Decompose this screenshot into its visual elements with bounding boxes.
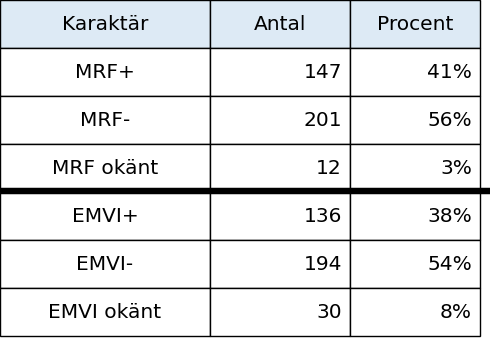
Text: EMVI+: EMVI+: [72, 206, 138, 226]
Text: 194: 194: [303, 254, 342, 274]
Text: 12: 12: [316, 159, 342, 177]
Bar: [0, 48, 210, 96]
Bar: [350, 96, 480, 144]
Bar: [210, 288, 350, 336]
Bar: [0, 0, 210, 48]
Text: 54%: 54%: [427, 254, 472, 274]
Text: 147: 147: [303, 63, 342, 81]
Bar: [0, 144, 210, 192]
Text: 38%: 38%: [427, 206, 472, 226]
Bar: [210, 0, 350, 48]
Text: Karaktär: Karaktär: [62, 14, 148, 34]
Bar: [350, 144, 480, 192]
Text: EMVI okänt: EMVI okänt: [49, 303, 162, 321]
Text: 136: 136: [304, 206, 342, 226]
Bar: [350, 48, 480, 96]
Text: Procent: Procent: [377, 14, 453, 34]
Bar: [350, 288, 480, 336]
Text: Antal: Antal: [254, 14, 306, 34]
Text: 201: 201: [303, 110, 342, 130]
Bar: [0, 288, 210, 336]
Bar: [350, 240, 480, 288]
Bar: [350, 0, 480, 48]
Bar: [210, 48, 350, 96]
Text: 41%: 41%: [427, 63, 472, 81]
Text: MRF-: MRF-: [80, 110, 130, 130]
Text: MRF+: MRF+: [75, 63, 135, 81]
Bar: [210, 240, 350, 288]
Bar: [0, 96, 210, 144]
Text: 8%: 8%: [440, 303, 472, 321]
Text: EMVI-: EMVI-: [76, 254, 134, 274]
Text: MRF okänt: MRF okänt: [52, 159, 158, 177]
Text: 56%: 56%: [427, 110, 472, 130]
Bar: [210, 96, 350, 144]
Bar: [210, 144, 350, 192]
Bar: [210, 192, 350, 240]
Bar: [0, 240, 210, 288]
Bar: [0, 192, 210, 240]
Text: 3%: 3%: [440, 159, 472, 177]
Text: 30: 30: [317, 303, 342, 321]
Bar: [350, 192, 480, 240]
